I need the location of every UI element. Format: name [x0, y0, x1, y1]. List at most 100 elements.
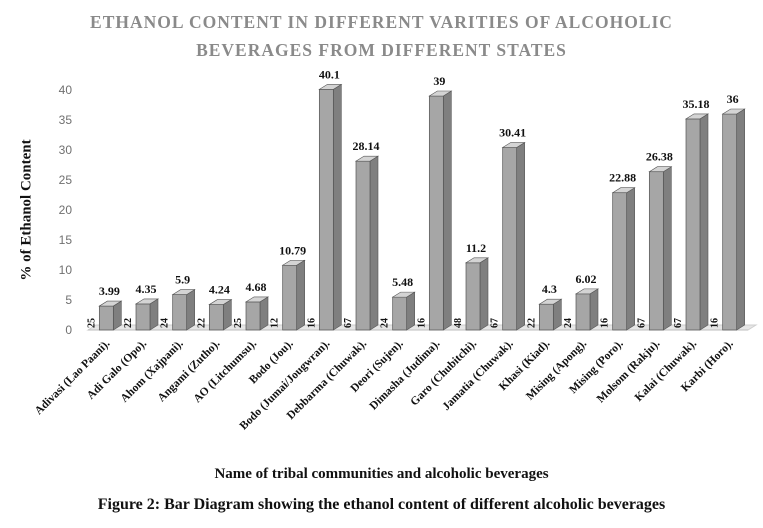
bar	[135, 303, 151, 331]
bar-side	[406, 291, 415, 331]
x-tick-label: AO (Litchumsu).	[191, 338, 259, 406]
sample-count-label: 67	[343, 318, 354, 328]
sample-count-label: 16	[600, 318, 611, 328]
bar-top	[721, 108, 746, 115]
sample-count-label: 16	[416, 318, 427, 328]
bar-top	[134, 298, 160, 305]
bar	[172, 294, 188, 331]
bar-top	[391, 291, 416, 298]
x-tick-label: Dimasha (Judima).	[368, 338, 443, 413]
data-label: 30.41	[499, 126, 526, 140]
bar-top	[208, 299, 233, 305]
data-label: 4.3	[542, 282, 557, 296]
x-axis-label: Name of tribal communities and alcoholic…	[214, 466, 549, 482]
bar-side	[736, 108, 745, 331]
x-tick-label: Garo (Chubitchi).	[408, 338, 479, 409]
bar	[502, 147, 518, 331]
bar-top	[611, 187, 636, 194]
x-tick-label: Molsom (Rakju).	[595, 338, 663, 406]
data-label: 5.9	[175, 273, 190, 287]
bar-top	[538, 298, 563, 305]
bar-side	[589, 288, 599, 331]
bar-side	[296, 259, 305, 331]
sample-count-label: 22	[196, 318, 207, 328]
x-tick-label: Angami (Zutho).	[156, 338, 223, 405]
sample-count-label: 25	[86, 318, 97, 328]
bar	[722, 113, 738, 331]
bar-top	[244, 296, 270, 303]
sample-count-label: 67	[636, 318, 647, 328]
bar-side	[626, 187, 635, 331]
bar-top	[648, 166, 673, 173]
data-label: 11.2	[466, 241, 486, 255]
data-label: 39	[433, 74, 445, 88]
data-label: 6.02	[576, 272, 597, 286]
y-tick-label: 10	[59, 263, 73, 277]
bar	[392, 296, 408, 331]
sample-count-label: 22	[123, 318, 134, 328]
bar	[538, 303, 554, 331]
bar-top	[98, 300, 123, 307]
data-label: 40.1	[319, 67, 340, 81]
data-label: 4.24	[209, 283, 230, 297]
bar	[282, 264, 298, 331]
bar	[612, 192, 628, 331]
bar	[685, 118, 701, 331]
bar-side	[516, 141, 525, 331]
bar	[648, 171, 664, 331]
bar-side	[553, 298, 562, 331]
bar-side	[443, 90, 452, 331]
bar-top	[318, 84, 343, 90]
x-tick-label: Jamatia (Chuwak).	[440, 338, 515, 413]
data-label: 22.88	[609, 171, 636, 185]
chart-title-line-2: BEVERAGES FROM DIFFERENT STATES	[196, 40, 567, 60]
sample-count-label: 16	[710, 318, 721, 328]
bar	[355, 160, 371, 331]
data-label: 10.79	[279, 243, 306, 257]
bar-top	[281, 259, 306, 266]
bar-side	[699, 113, 709, 331]
sample-count-label: 12	[270, 318, 281, 328]
bar-top	[428, 90, 453, 97]
bar-side	[369, 155, 379, 331]
y-tick-label: 30	[59, 143, 73, 157]
sample-count-label: 67	[673, 318, 684, 328]
bar	[208, 304, 224, 331]
y-axis-label: % of Ethanol Content	[18, 139, 35, 281]
figure-caption: Figure 2: Bar Diagram showing the ethano…	[97, 496, 666, 513]
bar-top	[354, 155, 380, 162]
y-tick-label: 5	[65, 293, 72, 307]
bar	[245, 301, 261, 331]
bar-top	[574, 288, 600, 295]
chart-title-line-1: ETHANOL CONTENT IN DIFFERENT VARITIES OF…	[90, 12, 673, 32]
bar	[575, 293, 591, 331]
y-tick-label: 25	[59, 173, 73, 187]
sample-count-label: 25	[233, 318, 244, 328]
data-label: 28.14	[353, 139, 380, 153]
data-label: 5.48	[392, 275, 413, 289]
bar	[465, 262, 481, 331]
bar-top	[684, 113, 710, 120]
sample-count-label: 16	[306, 318, 317, 328]
bar	[428, 95, 444, 331]
sample-count-label: 22	[526, 318, 537, 328]
bar-side	[186, 289, 195, 331]
bar-top	[171, 289, 196, 295]
y-tick-label: 15	[59, 233, 73, 247]
bar-side	[149, 298, 159, 331]
bar-side	[663, 166, 672, 331]
bar-side	[479, 257, 489, 331]
sample-count-label: 24	[380, 318, 391, 328]
data-label: 36	[727, 92, 739, 106]
sample-count-label: 48	[453, 318, 464, 328]
sample-count-label: 24	[160, 318, 171, 328]
sample-count-label: 67	[490, 318, 501, 328]
bar-top	[501, 142, 526, 148]
data-label: 26.38	[646, 150, 673, 164]
y-tick-label: 40	[59, 83, 73, 97]
data-label: 35.18	[683, 97, 710, 111]
bar-side	[259, 296, 269, 331]
bar-side	[333, 83, 342, 331]
y-tick-label: 0	[65, 323, 72, 337]
